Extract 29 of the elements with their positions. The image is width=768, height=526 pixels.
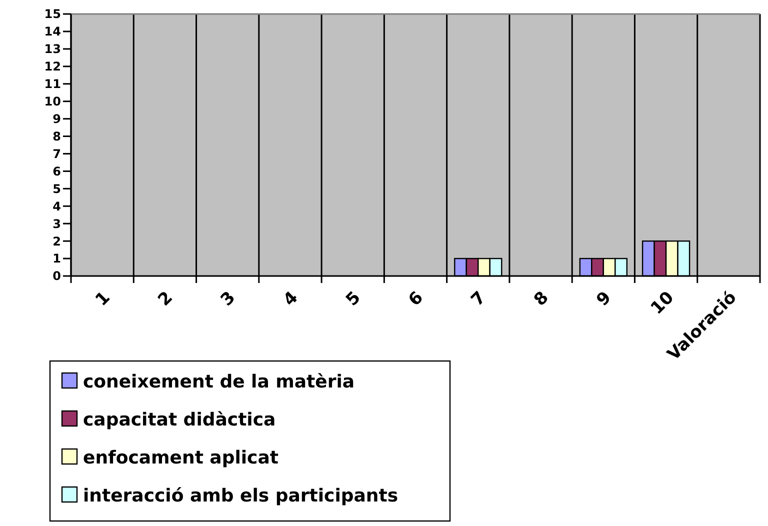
x-tick-label: 3 [217, 288, 240, 310]
y-tick-label: 7 [52, 146, 61, 161]
y-tick-label: 14 [44, 24, 61, 39]
y-tick-label: 2 [52, 234, 61, 248]
legend-label: enfocament aplicat [83, 447, 279, 468]
y-tick-label: 6 [52, 164, 61, 178]
legend-label: coneixement de la matèria [83, 371, 355, 392]
x-tick-label: 1 [92, 288, 114, 310]
y-tick-label: 8 [52, 129, 61, 144]
x-tick-label: 6 [404, 288, 428, 310]
y-tick-label: 0 [52, 269, 61, 284]
y-tick-label: 5 [52, 182, 61, 196]
legend-label: interacció amb els participants [83, 485, 398, 506]
x-tick-label: 9 [592, 288, 616, 310]
x-tick-label: 5 [342, 288, 365, 310]
x-tick-label: 8 [530, 288, 553, 310]
y-tick-label: 1 [52, 252, 61, 266]
y-tick-label: 13 [44, 42, 61, 56]
x-tick-label: 4 [280, 288, 302, 310]
y-tick-label: 9 [52, 112, 61, 126]
legend-label: capacitat didàctica [83, 409, 276, 430]
x-tick-label: 7 [468, 288, 490, 310]
y-tick-label: 12 [44, 60, 61, 74]
y-tick-label: 4 [52, 199, 61, 214]
y-tick-label: 10 [44, 94, 61, 109]
y-tick-label: 3 [52, 216, 61, 231]
y-tick-label: 11 [44, 77, 61, 92]
y-tick-label: 15 [44, 7, 61, 22]
x-tick-label: 2 [154, 288, 177, 310]
